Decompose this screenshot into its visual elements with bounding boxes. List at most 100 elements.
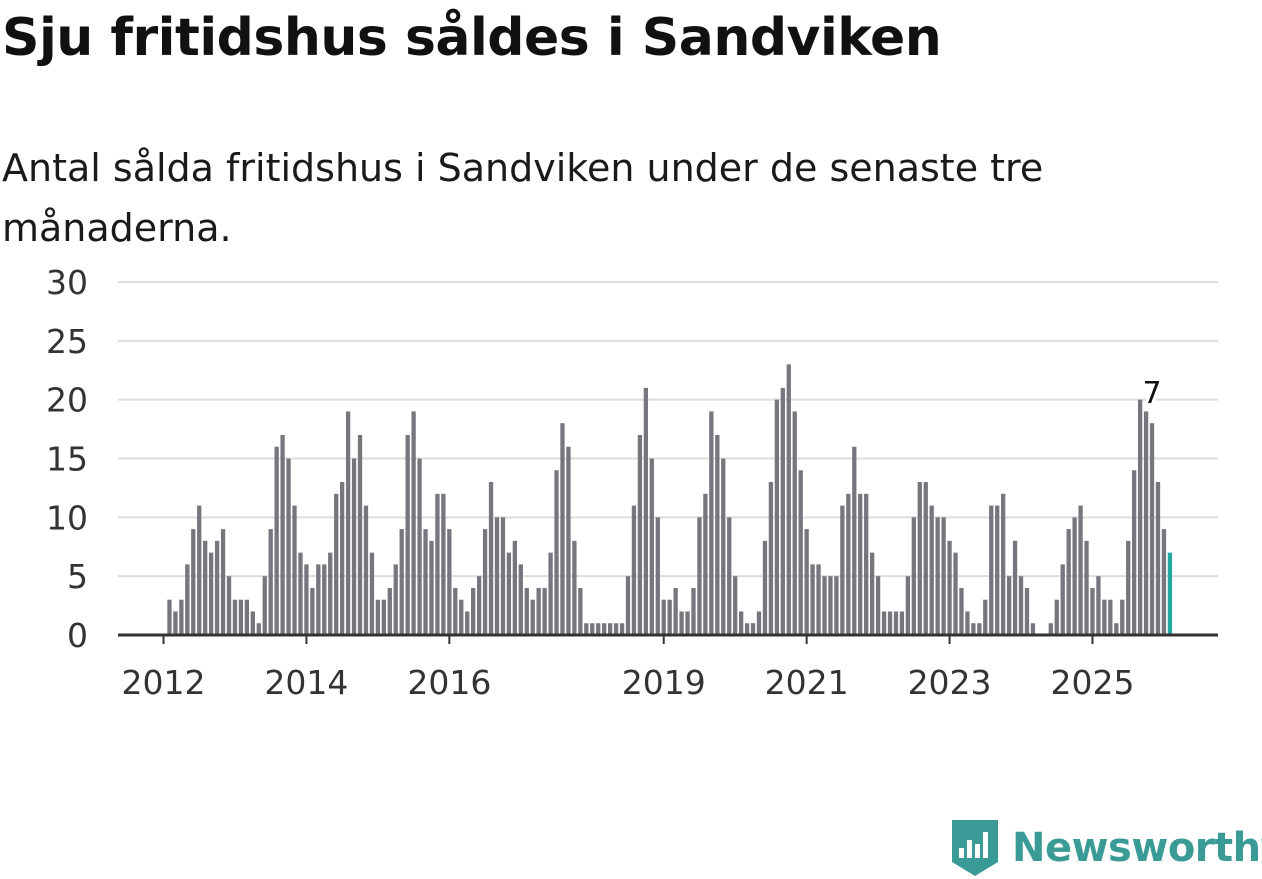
bar (655, 517, 660, 635)
bar (649, 458, 654, 635)
bar (870, 552, 875, 635)
bar (482, 529, 488, 635)
latest-value-annotation: 7 (1139, 373, 1164, 414)
bar (780, 387, 785, 635)
bar (1132, 470, 1137, 635)
bar (750, 623, 756, 635)
bar (1060, 564, 1065, 635)
bar (268, 529, 273, 635)
bar (316, 564, 321, 635)
bar (429, 540, 434, 635)
bar (292, 505, 297, 635)
bar (167, 599, 172, 635)
bar (1048, 623, 1053, 635)
bar (1054, 599, 1059, 635)
bar (899, 611, 905, 635)
y-tick-label: 5 (67, 557, 88, 596)
bar (459, 599, 464, 635)
bar (280, 434, 285, 635)
brand-logo: Newsworthy (950, 818, 1262, 878)
bar (1078, 505, 1083, 635)
bar (619, 623, 625, 635)
bar (572, 540, 577, 635)
bar (667, 599, 672, 635)
bar (197, 505, 202, 635)
bar (721, 458, 726, 635)
x-tick-label: 2019 (622, 663, 706, 702)
bar (548, 552, 553, 635)
bar (554, 470, 559, 635)
bar (768, 482, 774, 635)
bar (1149, 423, 1155, 635)
bar (697, 517, 702, 635)
bar (738, 611, 744, 635)
bar (691, 587, 696, 635)
bar (875, 576, 881, 635)
bar (1114, 623, 1119, 635)
bar (542, 587, 547, 635)
bar (947, 540, 952, 635)
bar (685, 611, 690, 635)
bar (304, 564, 309, 635)
bar (858, 493, 863, 635)
bar (923, 482, 928, 635)
bar (590, 623, 595, 635)
bar (905, 576, 911, 635)
bar (1084, 540, 1089, 635)
y-tick-label: 20 (46, 381, 88, 420)
x-axis: 2012 2014 2016 2019 2021 2023 2025 (118, 633, 1218, 702)
newsworthy-logo-icon (952, 820, 998, 876)
bar (762, 540, 768, 635)
bar (435, 493, 440, 635)
bar (1030, 623, 1036, 635)
bar (977, 623, 982, 635)
bar (173, 611, 178, 635)
bar (625, 576, 631, 635)
bar (328, 552, 333, 635)
bar (274, 446, 279, 635)
bar (643, 387, 649, 635)
bar (727, 517, 732, 635)
bar (185, 564, 190, 635)
bar (840, 505, 845, 635)
bar (744, 623, 750, 635)
bar (602, 623, 607, 635)
bar (798, 470, 803, 635)
bar (411, 411, 416, 635)
bar (828, 576, 833, 635)
bar (1001, 493, 1006, 635)
bar (852, 446, 857, 635)
bar (584, 623, 589, 635)
bar (405, 434, 410, 635)
bar (864, 493, 869, 635)
bar (1120, 599, 1125, 635)
bar (1066, 529, 1071, 635)
bar (810, 564, 815, 635)
bar (506, 552, 512, 635)
bar (351, 458, 357, 635)
bar (774, 399, 780, 635)
bar (488, 482, 494, 635)
bar (447, 529, 452, 635)
bar (375, 599, 381, 635)
bar (929, 505, 934, 635)
bar (524, 587, 529, 635)
bar (953, 552, 958, 635)
bar (310, 587, 315, 635)
bar (286, 458, 291, 635)
bar (679, 611, 684, 635)
bar (500, 517, 506, 635)
bars (167, 364, 1173, 635)
x-tick-label: 2014 (264, 663, 348, 702)
bar (560, 423, 565, 635)
bar (804, 529, 809, 635)
bar (393, 564, 398, 635)
x-tick-label: 2012 (122, 663, 206, 702)
bar (566, 446, 571, 635)
bar (238, 599, 244, 635)
bar (214, 540, 220, 635)
bar (256, 623, 261, 635)
bar (250, 611, 255, 635)
bar (232, 599, 238, 635)
